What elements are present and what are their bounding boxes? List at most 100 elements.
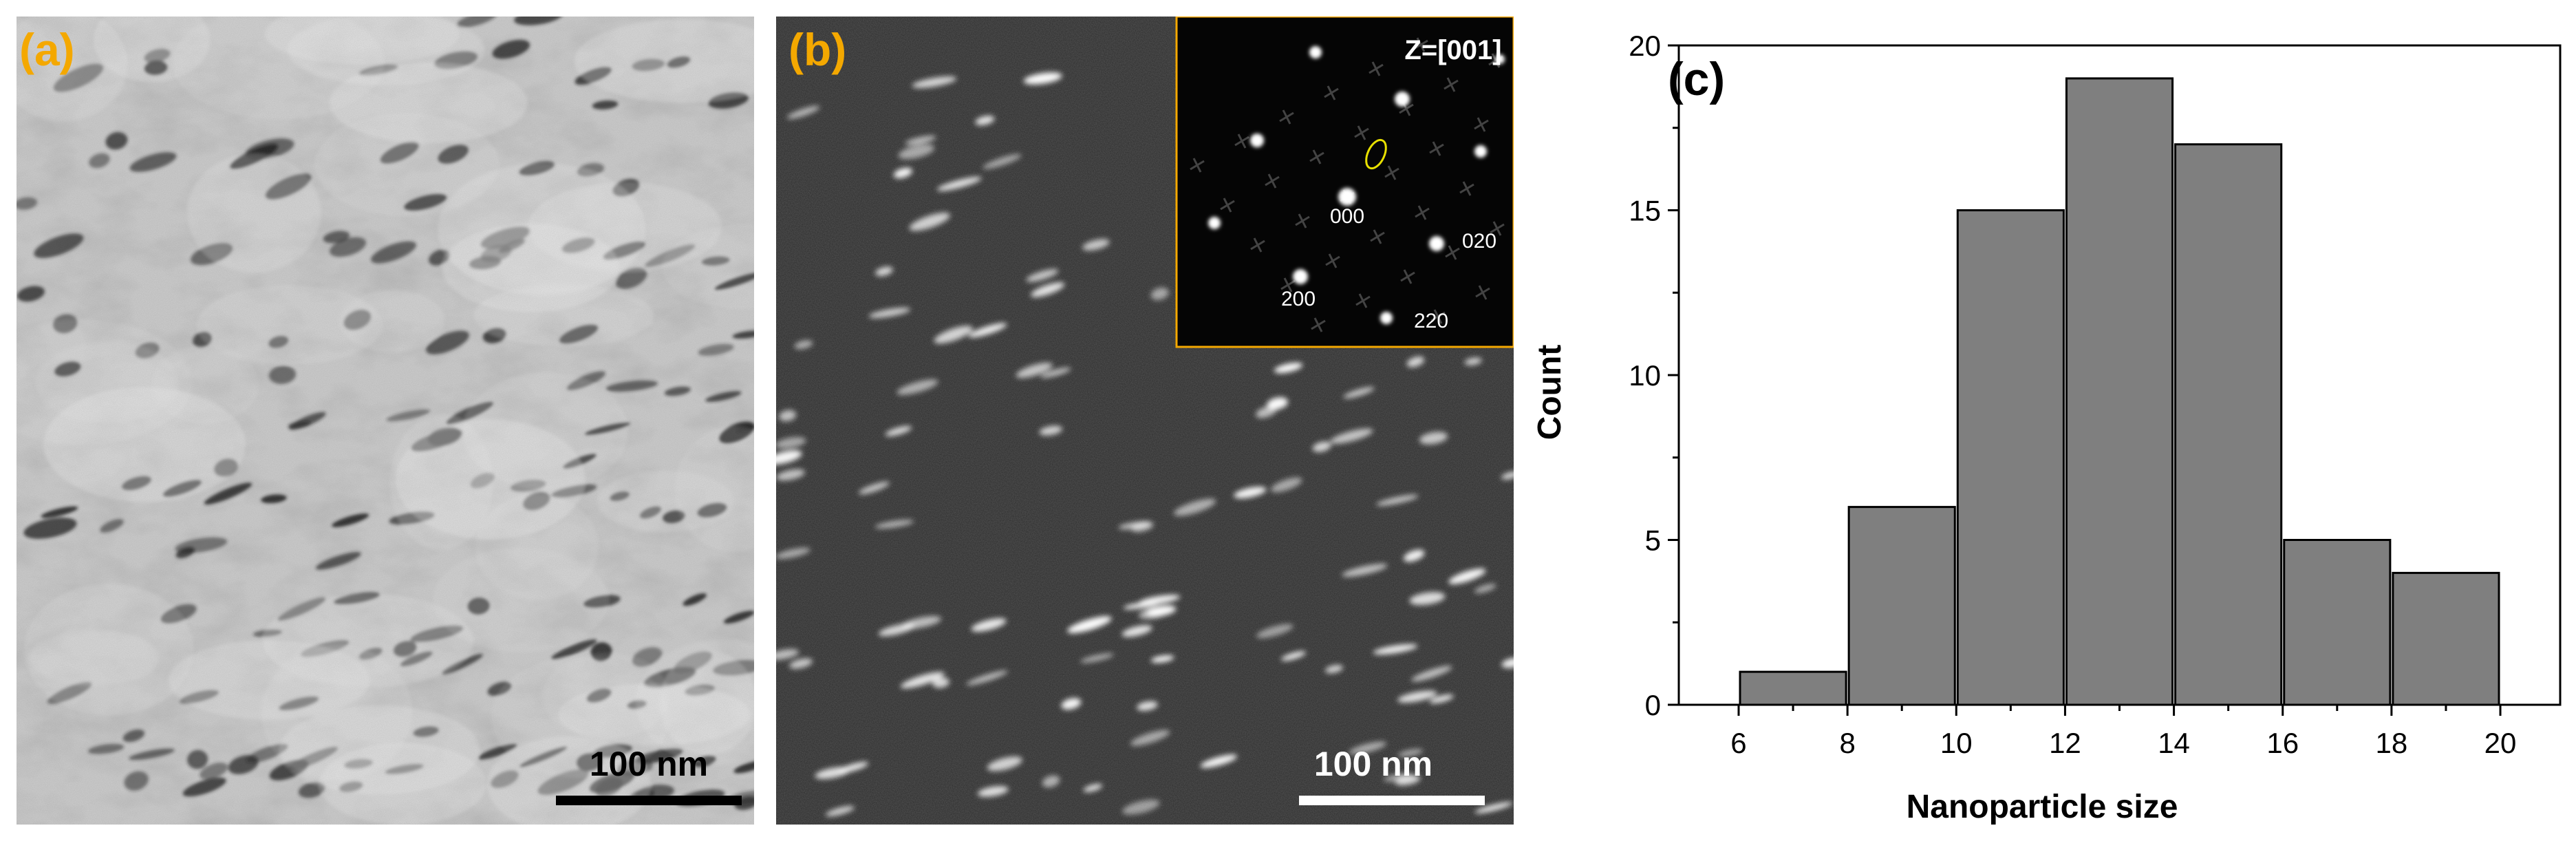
bright-precipitate	[885, 425, 912, 436]
bright-precipitate	[893, 167, 912, 178]
diffraction-spot	[1208, 217, 1221, 229]
bright-precipitate	[875, 266, 893, 277]
y-tick-label: 5	[1645, 524, 1661, 557]
histogram-chart: 6 8 10 12 14 16 18 20 0 5 10 15 20 (c) Nanoparticle …	[1534, 30, 2562, 825]
bright-precipitate	[932, 677, 949, 688]
y-tick-label: 15	[1629, 195, 1661, 227]
superlattice-streak	[1477, 117, 1486, 132]
y-tick-label: 20	[1629, 30, 1661, 62]
bright-precipitate	[1026, 269, 1059, 282]
bright-precipitate	[776, 547, 811, 559]
diffraction-spot	[1250, 134, 1264, 147]
bright-precipitate	[815, 767, 850, 779]
histogram-bar	[2065, 77, 2174, 706]
bright-precipitate	[1138, 606, 1170, 619]
bright-precipitate	[1067, 616, 1112, 633]
panel-label-b: (b)	[788, 24, 847, 75]
spot-label-220: 220	[1414, 310, 1448, 332]
bright-precipitate	[1271, 477, 1302, 493]
bright-precipitate	[1082, 239, 1110, 251]
superlattice-streak	[1357, 125, 1366, 140]
diffraction-spot	[1293, 269, 1308, 284]
bright-precipitate	[1023, 72, 1062, 85]
superlattice-streaks	[1190, 37, 1505, 332]
histogram-bar	[1739, 670, 1847, 706]
bright-precipitate	[1409, 592, 1446, 605]
superlattice-streak	[1192, 158, 1202, 173]
bright-precipitate	[1061, 698, 1082, 710]
bright-precipitate	[909, 213, 950, 231]
bright-precipitate	[1131, 521, 1154, 532]
bright-precipitate	[878, 623, 915, 637]
bright-precipitate	[968, 323, 1007, 338]
bright-precipitate	[1411, 666, 1452, 682]
bright-precipitate	[1150, 655, 1174, 663]
panel-label-a: (a)	[19, 24, 75, 75]
superlattice-streak	[1417, 205, 1427, 220]
bright-precipitate	[874, 520, 914, 529]
bright-precipitate	[1031, 282, 1065, 297]
superlattice-streak	[1328, 253, 1338, 268]
diffraction-spot	[1429, 236, 1444, 251]
spot-label-000: 000	[1330, 205, 1364, 228]
bright-precipitate	[971, 618, 1007, 632]
y-axis-title: Count	[1534, 345, 1568, 440]
bright-precipitate	[1083, 784, 1103, 792]
bright-precipitate	[1448, 569, 1486, 584]
x-tick-label: 18	[2376, 727, 2408, 759]
superlattice-streak	[1403, 269, 1413, 284]
selected-reflection-ellipse	[1365, 138, 1387, 170]
scale-bar-label-a: 100 nm	[590, 745, 708, 783]
superlattice-streak	[1416, 37, 1426, 52]
bright-precipitate	[1342, 564, 1388, 577]
bright-precipitate	[1150, 287, 1169, 300]
histogram-bars	[1739, 77, 2500, 706]
chart-ticks: 6 8 10 12 14 16 18 20 0 5 10 15 20	[1629, 30, 2516, 759]
bright-precipitate	[825, 806, 855, 817]
superlattice-streak	[1446, 77, 1456, 92]
bright-precipitate	[1039, 425, 1063, 436]
superlattice-streak	[1387, 165, 1397, 180]
bright-precipitate	[789, 658, 813, 669]
bright-precipitate	[900, 672, 945, 689]
histogram-bar	[1956, 209, 2065, 706]
bright-precipitate	[1137, 701, 1158, 711]
bright-precipitate	[1419, 432, 1448, 445]
superlattice-streak	[1282, 109, 1291, 125]
bright-precipitate	[1281, 651, 1306, 661]
spot-label-020: 020	[1462, 230, 1496, 253]
superlattice-streak	[1358, 293, 1368, 308]
x-tick-label: 8	[1839, 727, 1855, 759]
superlattice-streak	[1371, 61, 1381, 76]
bright-precipitate	[1429, 694, 1454, 703]
x-tick-label: 14	[2158, 727, 2190, 759]
bright-precipitate	[1397, 749, 1424, 757]
superlattice-streak	[1433, 309, 1443, 324]
bright-precipitate	[1130, 730, 1170, 746]
bright-precipitate	[1040, 368, 1071, 378]
bright-precipitate	[1080, 653, 1114, 663]
bright-precipitate-features	[776, 72, 1514, 817]
bright-precipitate	[1383, 773, 1413, 782]
panel-label-c: (c)	[1668, 53, 1725, 105]
diffraction-spot	[1338, 188, 1356, 206]
bright-precipitate	[1122, 799, 1160, 815]
bright-precipitate	[966, 670, 1008, 686]
superlattice-streak	[1312, 149, 1322, 164]
x-tick-label: 12	[2049, 727, 2081, 759]
bright-precipitate	[1474, 584, 1496, 593]
histogram-bar	[2392, 571, 2500, 706]
superlattice-streak	[1267, 173, 1277, 189]
bright-precipitate	[1330, 428, 1373, 444]
x-tick-label: 20	[2484, 727, 2517, 759]
scale-bar-label-b: 100 nm	[1314, 745, 1432, 783]
superlattice-streak	[1448, 245, 1457, 260]
bright-precipitate	[1016, 363, 1053, 378]
bright-precipitate	[912, 76, 957, 88]
y-tick-label: 10	[1629, 359, 1661, 392]
histogram-bar	[1847, 506, 1956, 706]
bright-precipitate	[1267, 397, 1288, 410]
bright-precipitate	[786, 105, 820, 119]
bright-precipitate	[936, 176, 982, 191]
x-tick-label: 10	[1940, 727, 1973, 759]
